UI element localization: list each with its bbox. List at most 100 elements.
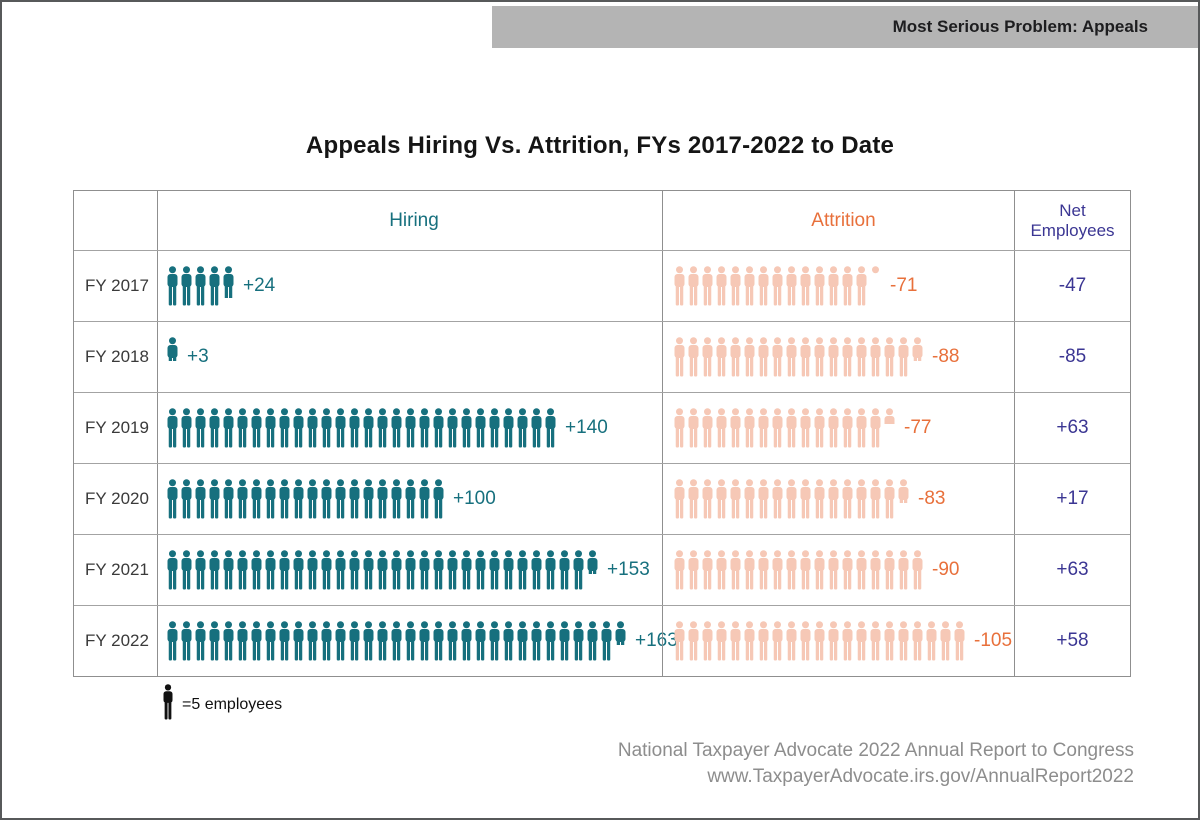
person-icon [828,266,839,306]
person-icon [828,621,839,661]
person-icon [744,266,755,306]
person-icon [758,550,769,590]
person-icon [293,408,304,448]
partial-person-icon [897,479,910,503]
person-icon [377,621,388,661]
person-icon [772,550,783,590]
person-icon [391,621,402,661]
person-icon [730,479,741,519]
person-icon [349,408,360,448]
table-row: FY 2019 +140 -77 +63 [74,392,1130,463]
hiring-cell: +140 [157,393,662,463]
person-icon [814,621,825,661]
net-cell: -85 [1014,322,1130,392]
person-icon [688,266,699,306]
person-icon [702,479,713,519]
person-icon [730,337,741,377]
person-icon [702,337,713,377]
person-icon [517,550,528,590]
pictograph-table: Hiring Attrition Net Employees FY 2017 +… [73,190,1131,677]
person-icon [475,408,486,448]
hiring-pictogram [166,408,557,448]
person-icon [223,550,234,590]
person-icon [181,266,192,306]
person-icon [167,621,178,661]
person-icon [772,408,783,448]
person-icon [814,479,825,519]
person-icon [730,550,741,590]
hiring-cell: +163 [157,606,678,676]
attrition-pictogram [673,621,966,661]
person-icon [433,479,444,519]
net-value: +58 [1056,630,1089,651]
person-icon [307,621,318,661]
table-row: FY 2022 +163 -105 +58 [74,605,1130,676]
person-icon [702,550,713,590]
person-icon [601,621,612,661]
person-icon [856,337,867,377]
person-icon [730,621,741,661]
header-attrition: Attrition [662,191,1014,250]
person-icon [786,337,797,377]
table-row: FY 2018 +3 -88 -85 [74,321,1130,392]
person-icon [349,479,360,519]
person-icon [209,266,220,306]
person-icon [674,408,685,448]
attrition-value: -105 [974,630,1013,651]
person-icon [786,550,797,590]
person-icon [321,621,332,661]
person-icon [688,337,699,377]
person-icon [489,550,500,590]
person-icon [674,337,685,377]
hiring-value: +153 [607,559,650,580]
person-icon [531,621,542,661]
attrition-pictogram [673,550,924,590]
person-icon [503,621,514,661]
person-icon [307,479,318,519]
person-icon [587,621,598,661]
person-icon [772,479,783,519]
person-icon [786,408,797,448]
person-icon [433,621,444,661]
hiring-value: +140 [565,417,608,438]
person-icon [744,337,755,377]
row-label: FY 2020 [85,489,149,508]
header-hiring: Hiring [157,191,662,250]
footer: National Taxpayer Advocate 2022 Annual R… [618,738,1134,789]
person-icon [419,408,430,448]
person-icon [377,550,388,590]
person-icon [321,408,332,448]
attrition-value: -83 [918,488,946,509]
person-icon [856,621,867,661]
person-icon [517,621,528,661]
row-label: FY 2017 [85,276,149,295]
attrition-pictogram [673,408,896,448]
person-icon [800,621,811,661]
person-icon [419,550,430,590]
person-icon [730,408,741,448]
attrition-cell: -90 [662,535,1014,605]
attrition-value: -77 [904,417,932,438]
person-icon [209,550,220,590]
person-icon [688,479,699,519]
net-cell: -47 [1014,251,1130,321]
person-icon [744,479,755,519]
person-icon [489,621,500,661]
person-icon [814,550,825,590]
person-icon [912,337,923,361]
person-icon [856,479,867,519]
footer-line1: National Taxpayer Advocate 2022 Annual R… [617,740,1134,761]
person-icon [377,479,388,519]
person-icon [800,337,811,377]
hiring-cell: +3 [157,322,662,392]
person-icon [405,550,416,590]
banner: Most Serious Problem: Appeals [492,6,1198,48]
person-icon [363,479,374,519]
person-icon [265,408,276,448]
table-row: FY 2017 +24 -71 -47 [74,250,1130,321]
attrition-cell: -105 [662,606,1014,676]
partial-person-icon [911,337,924,361]
person-icon [786,266,797,306]
person-icon [674,621,685,661]
net-cell: +17 [1014,464,1130,534]
